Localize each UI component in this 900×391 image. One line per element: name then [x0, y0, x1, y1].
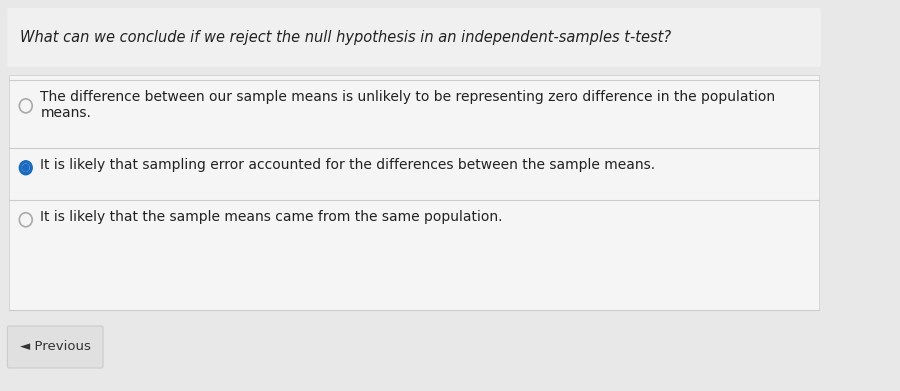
FancyBboxPatch shape — [9, 75, 819, 310]
Circle shape — [22, 164, 29, 171]
FancyBboxPatch shape — [7, 326, 104, 368]
Text: The difference between our sample means is unlikely to be representing zero diff: The difference between our sample means … — [40, 90, 776, 120]
Circle shape — [22, 164, 29, 171]
Text: What can we conclude if we reject the null hypothesis in an independent-samples : What can we conclude if we reject the nu… — [20, 30, 671, 45]
Text: It is likely that sampling error accounted for the differences between the sampl: It is likely that sampling error account… — [40, 158, 655, 172]
Text: ◄ Previous: ◄ Previous — [20, 341, 91, 353]
Text: It is likely that the sample means came from the same population.: It is likely that the sample means came … — [40, 210, 503, 224]
Circle shape — [19, 161, 32, 175]
FancyBboxPatch shape — [7, 8, 821, 67]
